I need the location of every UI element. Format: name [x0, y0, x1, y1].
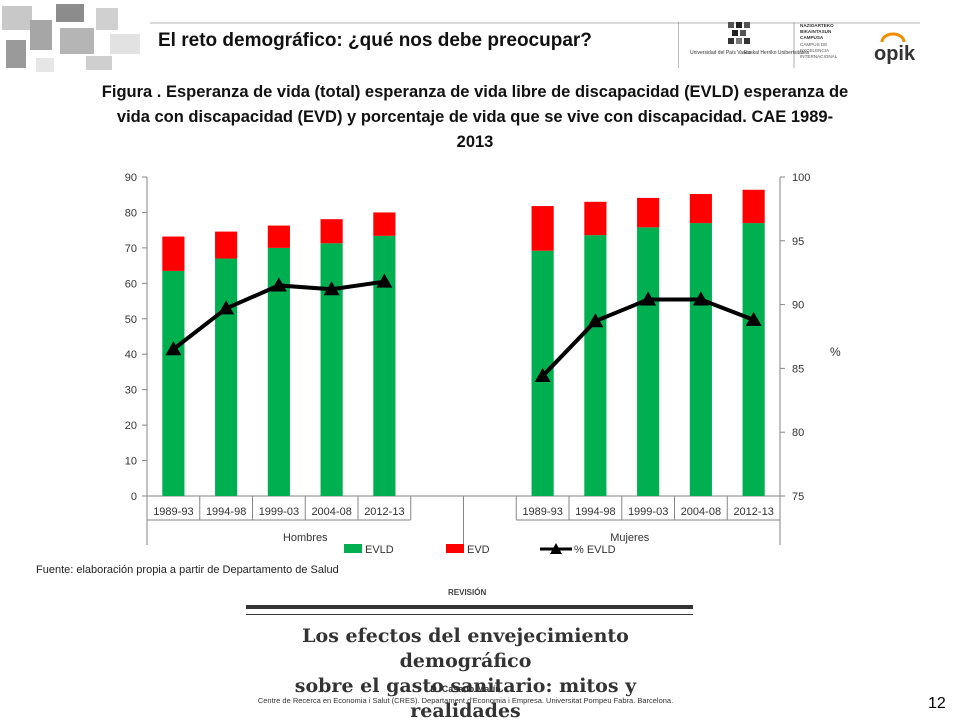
y-right-axis-title: % [830, 345, 841, 359]
x-tick-label: 2004-08 [311, 506, 351, 518]
y-left-tick-label: 30 [125, 385, 137, 397]
paper-author: D. Casado Marín [430, 684, 501, 694]
bar-evd [162, 236, 185, 271]
svg-text:opik: opik [874, 43, 916, 65]
figure-title: Figura . Esperanza de vida (total) esper… [101, 83, 849, 151]
paper-rule-thin [246, 614, 693, 615]
pct-evld-marker [165, 341, 182, 356]
pct-evld-marker [587, 313, 604, 328]
y-left-tick-label: 80 [125, 207, 137, 219]
campus-text: NAZIOARTEKO BIKAINTASUN CAMPUSA CAMPUS D… [800, 23, 838, 59]
y-right-tick-label: 80 [792, 427, 804, 439]
paper-title-line2: sobre el gasto sanitario: mitos y realid… [294, 675, 637, 722]
paper-title-line1: Los efectos del envejecimiento demográfi… [302, 625, 629, 672]
x-tick-label: 1989-93 [153, 506, 193, 518]
paper-title: Los efectos del envejecimiento demográfi… [238, 624, 693, 724]
bar-evd [742, 189, 765, 224]
legend-label-evd: EVD [467, 544, 490, 556]
bar-evld [320, 243, 343, 496]
y-right-tick-label: 90 [792, 300, 804, 312]
bar-evd [689, 194, 712, 224]
y-right-tick-label: 85 [792, 363, 804, 375]
pct-evld-marker [692, 291, 709, 306]
svg-text:CAMPUSA: CAMPUSA [800, 35, 824, 40]
svg-text:EXCELENCIA: EXCELENCIA [800, 48, 830, 53]
y-right-tick-label: 100 [792, 172, 810, 184]
institution-logos: Universidad del País Vasco Euskal Herrik… [678, 22, 916, 68]
bar-evld [689, 223, 712, 497]
bar-evld [742, 223, 765, 497]
y-left-tick-label: 70 [125, 243, 137, 255]
y-left-tick-label: 0 [131, 491, 137, 503]
pct-evld-marker [640, 291, 657, 306]
source-note: Fuente: elaboración propia a partir de D… [36, 564, 339, 576]
svg-text:CAMPUS DE: CAMPUS DE [800, 42, 827, 47]
x-tick-label: 2004-08 [681, 506, 721, 518]
header-rule [150, 22, 920, 24]
svg-text:INTERNACIONAL: INTERNACIONAL [800, 54, 838, 59]
y-left-tick-label: 10 [125, 456, 137, 468]
bar-evld [267, 247, 290, 496]
header-decoration [0, 0, 150, 76]
bar-evld [584, 235, 607, 496]
paper-institution: Centre de Recerca en Economia i Salut (C… [257, 696, 674, 705]
paper-clipping: REVISIÓN Los efectos del envejecimiento … [238, 588, 693, 722]
svg-text:BIKAINTASUN: BIKAINTASUN [800, 29, 832, 34]
pct-evld-marker [323, 281, 340, 296]
x-tick-label: 1994-98 [206, 506, 246, 518]
x-tick-label: 2012-13 [733, 506, 773, 518]
bar-evd [215, 231, 238, 259]
x-group-label: Hombres [283, 532, 328, 544]
pct-evld-marker [376, 273, 393, 288]
bar-evld [162, 270, 185, 496]
y-left-tick-label: 90 [125, 172, 137, 184]
bar-evd [637, 197, 660, 228]
pct-evld-marker [534, 368, 551, 383]
legend-swatch-evd [446, 544, 464, 553]
life-expectancy-chart: 0 10 20 30 40 50 60 70 80 90 75 80 85 90 95 100% 1989-93… [125, 172, 841, 556]
y-left-tick-label: 20 [125, 420, 137, 432]
bar-evd [320, 219, 343, 244]
pct-evld-marker [218, 300, 235, 315]
x-tick-label: 1989-93 [522, 506, 562, 518]
x-tick-label: 1994-98 [575, 506, 615, 518]
x-tick-label: 2012-13 [364, 506, 404, 518]
bar-evd [373, 212, 396, 236]
pct-evld-marker [745, 311, 762, 326]
paper-rule [246, 605, 693, 609]
bar-evd [531, 206, 554, 251]
svg-text:NAZIOARTEKO: NAZIOARTEKO [800, 23, 834, 28]
slide-title: El reto demográfico: ¿qué nos debe preoc… [158, 30, 592, 51]
bar-evld [373, 235, 396, 497]
legend-label-pct: % EVLD [574, 544, 616, 556]
x-tick-label: 1999-03 [628, 506, 668, 518]
upv-ehu-logo-icon [728, 22, 750, 44]
legend-marker-pct [550, 543, 562, 554]
x-group-label: Mujeres [610, 532, 650, 544]
pct-evld-marker [270, 277, 287, 292]
paper-section: REVISIÓN [448, 588, 487, 597]
page-number: 12 [928, 695, 946, 712]
logo-upv-right: Euskal Herriko Unibertsitatea [744, 50, 809, 56]
y-left-tick-label: 60 [125, 278, 137, 290]
legend-swatch-evld [344, 544, 362, 553]
bar-evld [215, 258, 238, 496]
bar-evd [584, 201, 607, 236]
slide-header: El reto demográfico: ¿qué nos debe preoc… [0, 0, 960, 76]
logo-upv-left: Universidad del País Vasco [690, 50, 751, 56]
bar-evd [267, 225, 290, 248]
y-right-tick-label: 75 [792, 491, 804, 503]
y-right-tick-label: 95 [792, 236, 804, 248]
opik-logo-icon: opik [874, 32, 916, 65]
y-left-tick-label: 40 [125, 349, 137, 361]
y-left-tick-label: 50 [125, 314, 137, 326]
legend-label-evld: EVLD [365, 544, 394, 556]
x-tick-label: 1999-03 [259, 506, 299, 518]
bar-evld [637, 227, 660, 496]
